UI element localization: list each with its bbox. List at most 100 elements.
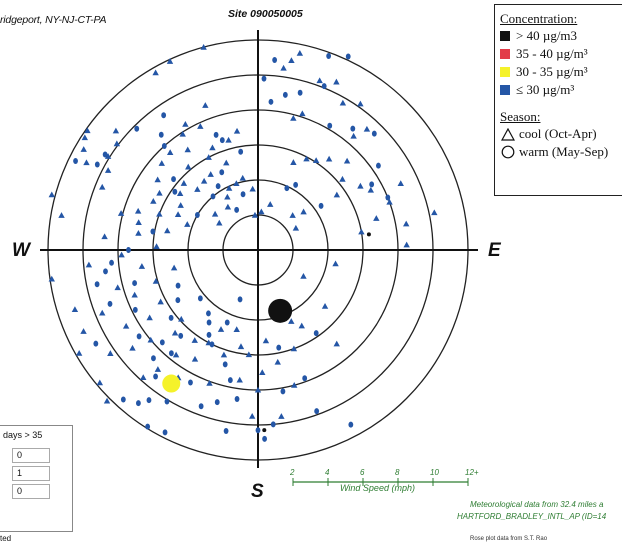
data-point-triangle (350, 132, 357, 139)
data-point-circle (282, 91, 288, 98)
data-point-triangle (197, 123, 204, 129)
legend-label: 30 - 35 µg/m³ (516, 64, 588, 79)
data-point-triangle (332, 260, 339, 267)
data-point-triangle (325, 155, 333, 162)
triangle-icon (500, 127, 516, 141)
data-point-triangle (262, 337, 270, 344)
data-point-triangle (48, 191, 55, 198)
credit-note: Rose plot data from S.T. Rao (470, 536, 548, 542)
direction-west: W (12, 240, 30, 261)
direction-east: E (488, 240, 501, 261)
data-point-circle (219, 169, 225, 176)
data-point-circle (94, 161, 100, 168)
data-point-triangle (194, 186, 201, 192)
data-point-triangle (58, 212, 65, 218)
highlight-point (268, 298, 293, 323)
data-point-triangle (207, 171, 214, 177)
legend-label: warm (May-Sep) (519, 144, 609, 159)
data-point-triangle (157, 298, 164, 305)
data-point-triangle (248, 412, 256, 419)
data-point-triangle (170, 264, 178, 271)
data-point-circle (222, 361, 228, 368)
data-point-triangle (80, 146, 87, 152)
data-point-triangle (99, 183, 106, 190)
data-point-triangle (206, 380, 213, 386)
data-point-triangle (209, 144, 216, 151)
exceedance-cell: 0 (12, 484, 50, 499)
legend-season-header: Season: (500, 109, 541, 124)
data-point-circle (178, 332, 184, 339)
data-point-circle (215, 183, 221, 190)
data-point-circle (234, 396, 240, 403)
data-point-triangle (249, 185, 256, 192)
data-point-triangle (166, 58, 174, 64)
data-point-circle (371, 130, 377, 137)
data-point-circle (132, 280, 138, 287)
data-point-triangle (225, 184, 233, 191)
data-point-triangle (233, 326, 240, 333)
footnote: ted (0, 534, 12, 543)
data-point-circle (146, 397, 152, 404)
data-point-triangle (274, 358, 281, 365)
data-point-circle (151, 355, 156, 362)
data-point-circle (107, 300, 113, 307)
exceedance-cell: 1 (12, 466, 50, 481)
data-point-triangle (280, 64, 287, 71)
data-point-circle (120, 396, 126, 403)
data-point-circle (153, 373, 158, 380)
wind-speed-tick-label: 6 (360, 468, 365, 477)
legend-concentration-header: Concentration: (500, 11, 578, 26)
wind-speed-tick-label: 10 (430, 468, 439, 477)
data-point-triangle (288, 57, 295, 63)
data-point-circle (237, 296, 243, 303)
data-point-triangle (107, 350, 114, 356)
direction-south: S (251, 481, 264, 502)
data-point-circle (272, 56, 278, 63)
data-point-triangle (96, 379, 104, 386)
data-point-triangle (85, 261, 93, 268)
data-point-triangle (150, 197, 157, 204)
legend-swatch (500, 31, 510, 41)
data-point-circle (350, 125, 356, 132)
wind-speed-tick-label: 8 (395, 468, 400, 477)
data-point-circle (210, 193, 216, 200)
data-point-circle (197, 295, 203, 302)
data-point-circle (321, 83, 327, 90)
wind-speed-label: Wind Speed (mph) (340, 483, 415, 493)
data-point-triangle (118, 251, 125, 258)
data-point-circle (175, 297, 181, 304)
legend-label: ≤ 30 µg/m³ (516, 82, 575, 97)
legend-item: 30 - 35 µg/m³ (500, 63, 622, 81)
data-point-circle (376, 162, 381, 169)
data-point-triangle (367, 186, 374, 193)
data-point-circle (326, 52, 332, 59)
data-point-triangle (171, 329, 179, 336)
data-point-circle (102, 151, 108, 158)
data-point-triangle (166, 149, 174, 156)
data-point-circle (213, 131, 219, 138)
data-point-triangle (278, 413, 285, 419)
data-point-triangle (296, 49, 304, 56)
data-point-triangle (289, 212, 296, 218)
data-point-circle (238, 148, 244, 155)
data-point-circle (172, 188, 178, 195)
data-point-triangle (182, 121, 189, 127)
data-point-triangle (291, 382, 298, 388)
data-point-circle (276, 344, 282, 351)
data-point-circle (262, 435, 267, 442)
data-point-triangle (81, 134, 89, 141)
data-point-circle (161, 112, 167, 119)
data-point-triangle (333, 191, 341, 198)
data-point-triangle (233, 127, 241, 134)
data-point-circle (161, 142, 167, 149)
data-point-triangle (217, 326, 225, 332)
data-point-triangle (179, 130, 186, 137)
data-point-circle (94, 281, 100, 288)
data-point-triangle (254, 386, 262, 393)
data-point-triangle (191, 337, 198, 343)
data-point-triangle (180, 180, 188, 186)
data-point-triangle (158, 160, 165, 166)
data-point-triangle (75, 350, 83, 356)
legend-item: 35 - 40 µg/m³ (500, 45, 622, 63)
data-point-circle (145, 423, 151, 430)
